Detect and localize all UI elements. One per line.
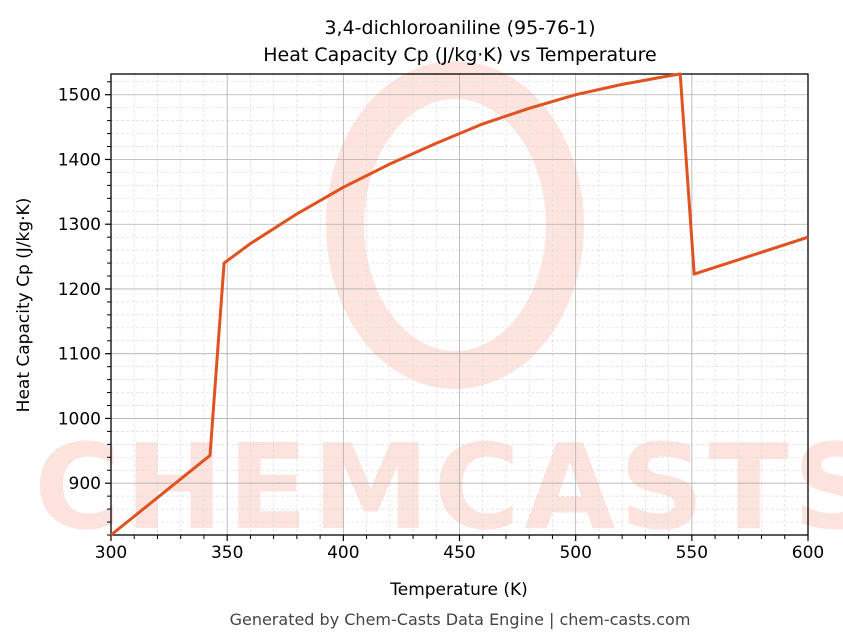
chart-subtitle: Heat Capacity Cp (J/kg·K) vs Temperature — [263, 44, 657, 66]
x-tick-label: 400 — [327, 543, 359, 563]
y-tick-label: 1400 — [58, 150, 101, 170]
x-tick-label: 500 — [559, 543, 591, 563]
plot-frame — [110, 73, 809, 536]
y-tick-label: 1100 — [58, 345, 101, 365]
x-tick-label: 350 — [211, 543, 243, 563]
y-tick-label: 1500 — [58, 86, 101, 106]
y-tick-label: 1300 — [58, 215, 101, 235]
x-tick-label: 300 — [95, 543, 127, 563]
x-tick-label: 600 — [792, 543, 824, 563]
y-tick-label: 1000 — [58, 409, 101, 429]
footer-text: Generated by Chem-Casts Data Engine | ch… — [230, 610, 691, 629]
series-line-cp — [110, 72, 809, 537]
y-tick-label: 900 — [69, 474, 101, 494]
chart-title: 3,4-dichloroaniline (95-76-1) — [324, 17, 595, 39]
x-tick-label: 550 — [676, 543, 708, 563]
y-axis-label: Heat Capacity Cp (J/kg·K) — [14, 198, 34, 413]
y-tick-label: 1200 — [58, 280, 101, 300]
x-axis-label: Temperature (K) — [389, 580, 528, 600]
watermark: CHEMCASTS — [34, 61, 843, 556]
x-tick-label: 450 — [443, 543, 475, 563]
